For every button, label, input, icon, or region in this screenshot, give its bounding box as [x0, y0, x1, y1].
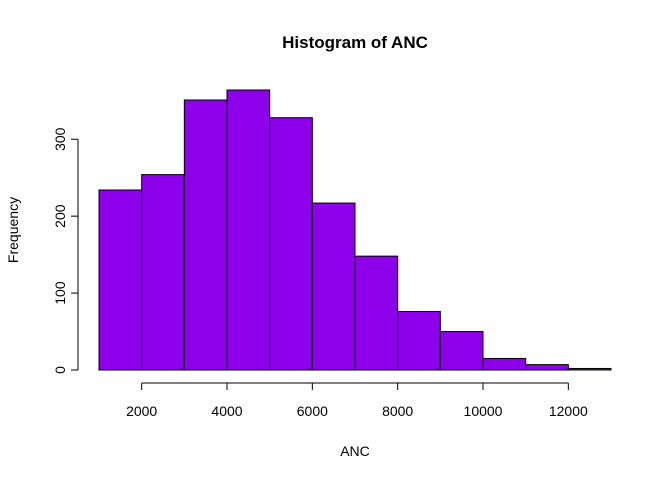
y-axis-label: Frequency: [5, 197, 21, 263]
histogram-bar: [439, 331, 484, 371]
x-tick-label: 4000: [211, 403, 242, 419]
x-tick-label: 12000: [549, 403, 588, 419]
x-axis-label: ANC: [340, 443, 370, 459]
y-tick-label: 300: [52, 127, 68, 151]
histogram-bar: [269, 117, 313, 371]
x-tick-label: 8000: [382, 403, 413, 419]
histogram-bar: [141, 174, 185, 371]
histogram-bar: [98, 189, 143, 371]
histogram-bar: [354, 255, 399, 371]
y-tick-label: 0: [52, 366, 68, 374]
x-tick-label: 10000: [464, 403, 503, 419]
histogram-bar: [482, 357, 527, 371]
histogram-bar: [525, 364, 569, 371]
y-tick-label: 100: [52, 281, 68, 305]
y-tick-label: 200: [52, 204, 68, 228]
histogram-bar: [226, 89, 271, 371]
x-axis: 2000 4000 6000 8000 10000 12000: [126, 382, 588, 419]
bars-group: [98, 89, 612, 371]
histogram-bar: [311, 202, 356, 371]
x-tick-label: 2000: [126, 403, 157, 419]
x-tick-label: 6000: [297, 403, 328, 419]
histogram-bar: [397, 311, 441, 371]
y-axis: 0 100 200 300: [52, 127, 79, 374]
histogram-bar: [567, 367, 612, 371]
chart-title: Histogram of ANC: [282, 33, 428, 52]
histogram-bar: [183, 99, 228, 371]
